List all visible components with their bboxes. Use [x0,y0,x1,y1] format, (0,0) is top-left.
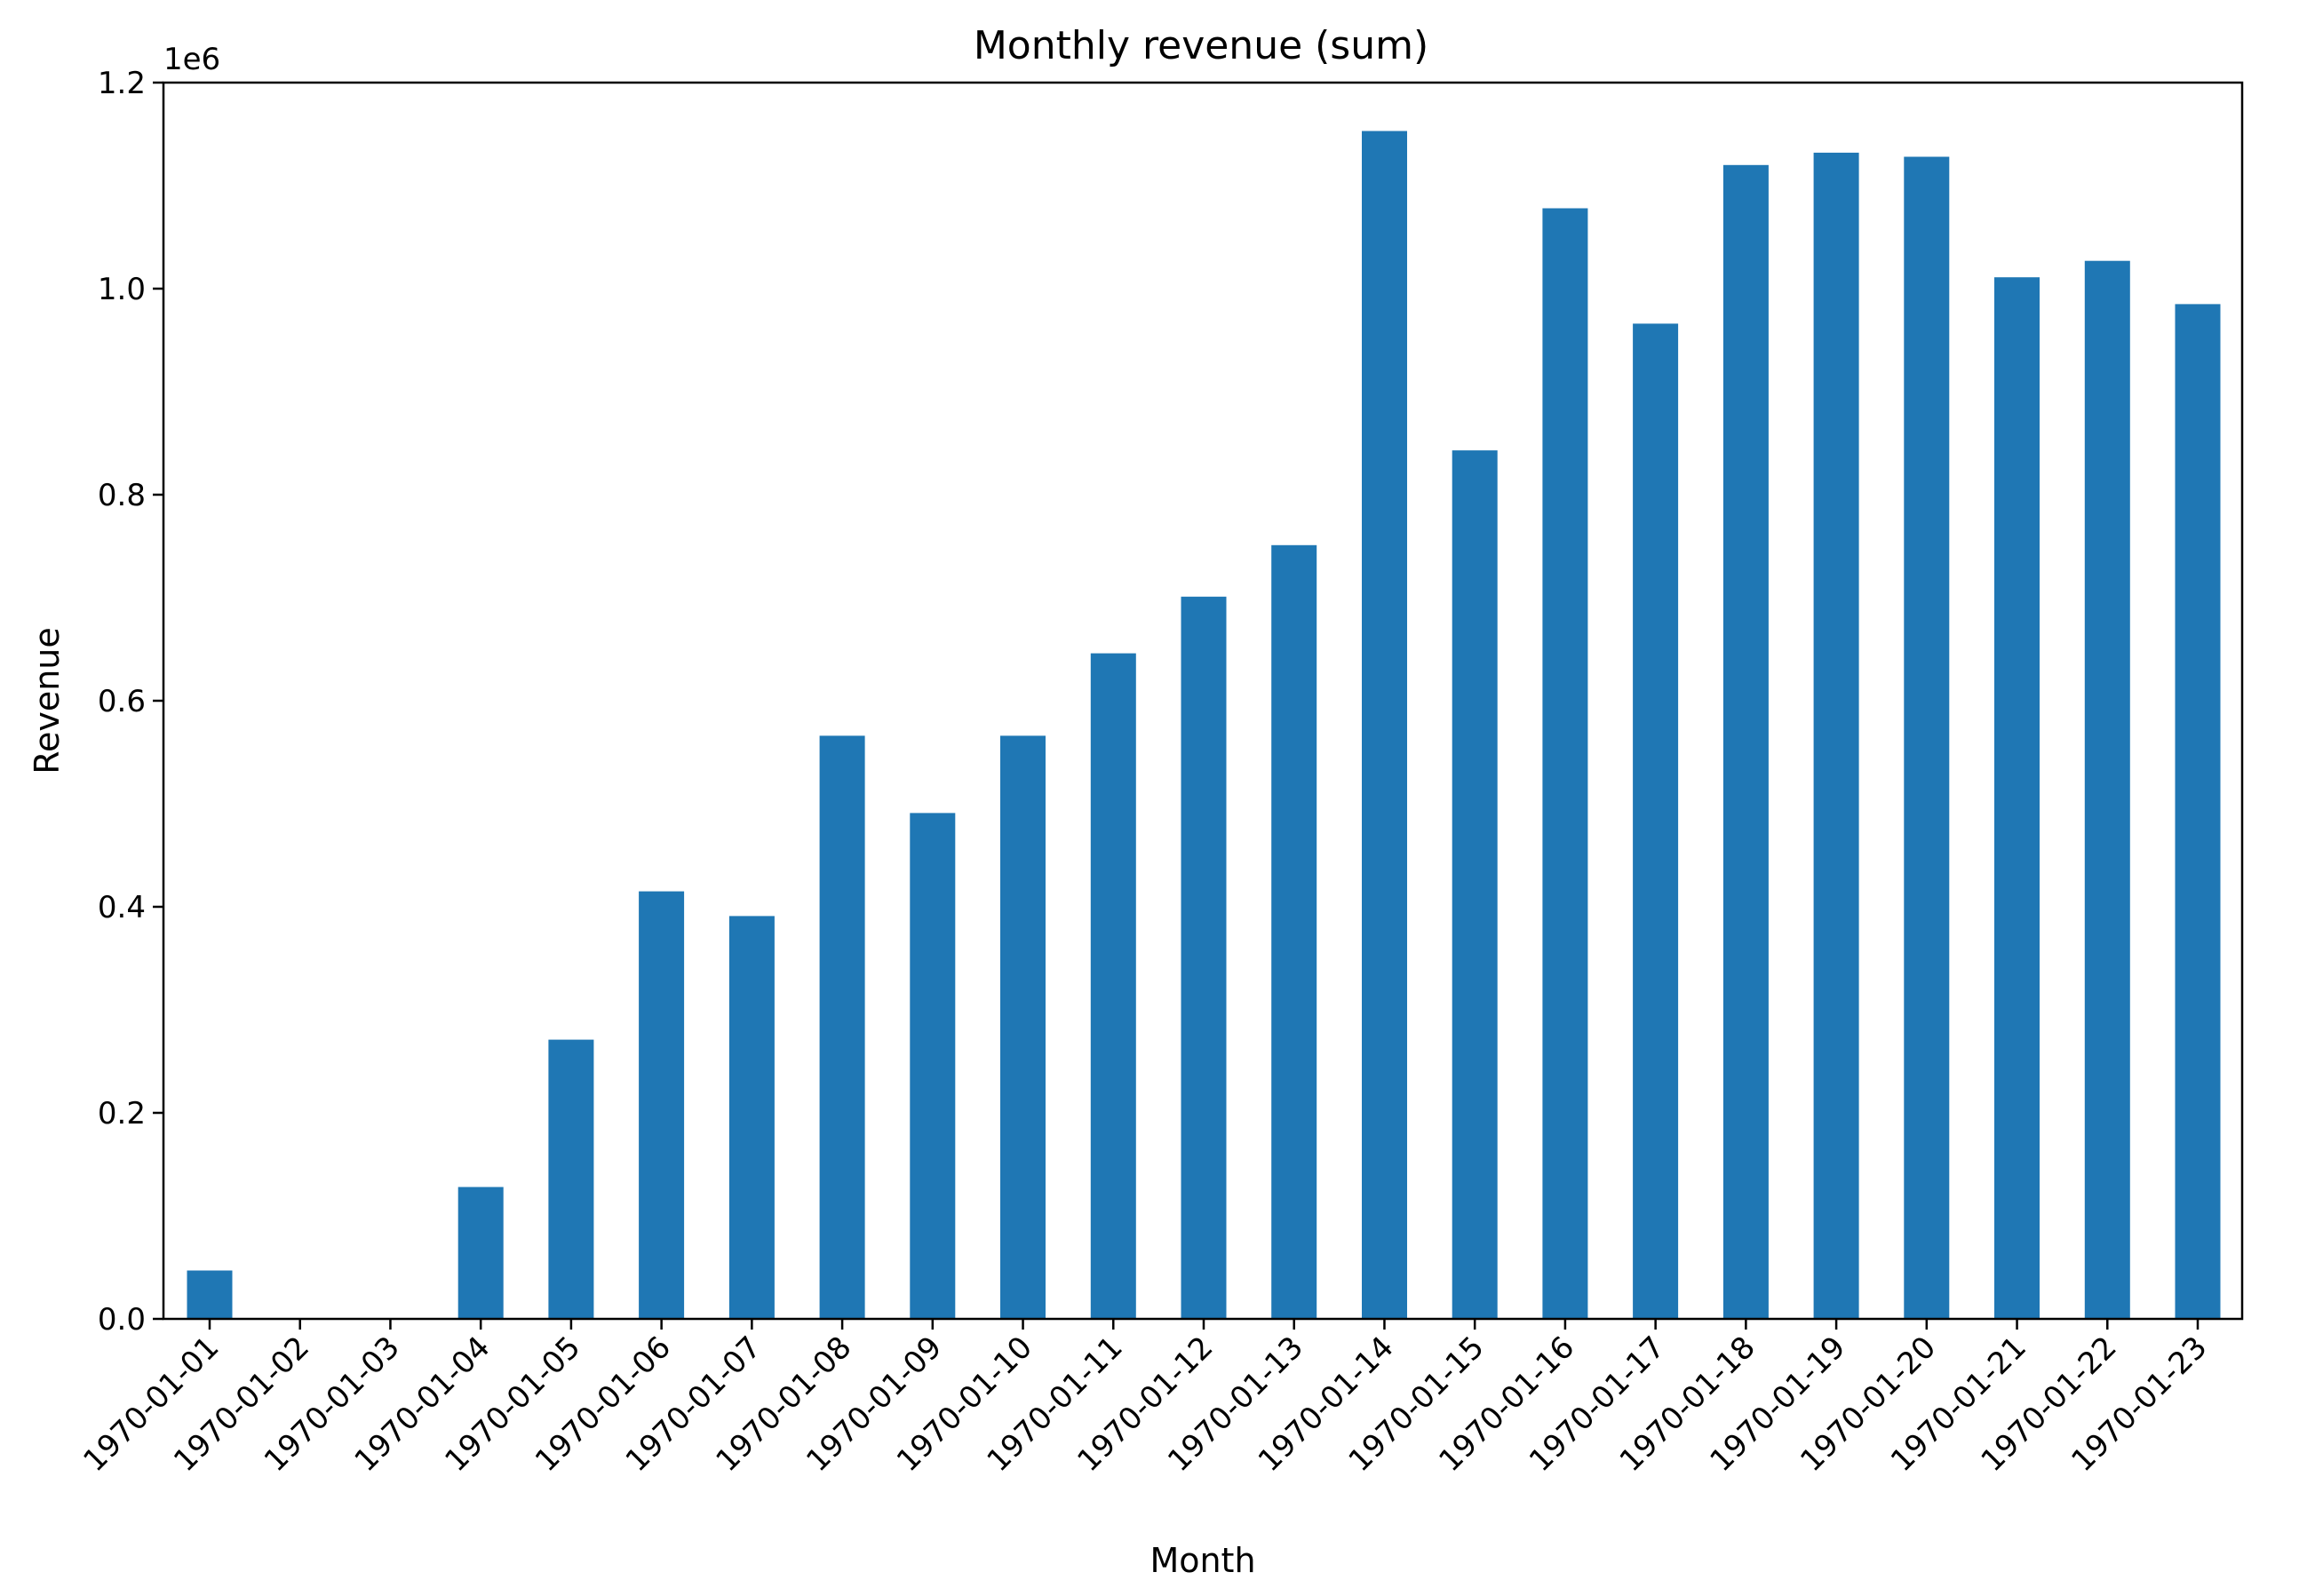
bar-1970-01-11 [1090,653,1136,1319]
bar-1970-01-18 [1722,164,1769,1319]
bar-1970-01-07 [728,916,775,1319]
bar-1970-01-21 [1994,277,2040,1320]
bars-group [187,131,2221,1320]
y-axis-label: Revenue [28,627,67,774]
bar-1970-01-22 [2084,260,2130,1320]
bar-1970-01-23 [2175,304,2221,1319]
y-tick-label: 0.0 [98,1302,146,1338]
bar-1970-01-05 [548,1039,594,1319]
plot-frame [162,81,2244,1321]
y-tick-label: 0.6 [98,684,146,719]
y-tick-label: 1.2 [98,66,146,101]
y-axis-ticks: 0.0 0.2 0.4 0.6 0.8 1.0 1.2 [98,66,163,1338]
x-axis-label: Month [1150,1541,1255,1580]
bar-1970-01-06 [639,891,685,1319]
bar-1970-01-08 [819,735,865,1319]
bar-1970-01-10 [1000,735,1046,1319]
y-tick-label: 1.0 [98,272,146,307]
chart-title: Monthly revenue (sum) [974,23,1428,68]
y-offset-text: 1e6 [163,42,220,77]
bar-1970-01-12 [1181,596,1227,1319]
bar-1970-01-09 [910,813,956,1319]
y-tick-label: 0.2 [98,1096,146,1131]
y-tick-label: 0.4 [98,890,146,925]
bar-1970-01-19 [1813,152,1859,1319]
bar-1970-01-20 [1904,156,1950,1319]
bar-1970-01-17 [1633,323,1679,1319]
bar-1970-01-16 [1542,208,1588,1319]
bar-1970-01-01 [187,1270,233,1319]
bar-1970-01-15 [1452,450,1498,1320]
bar-1970-01-14 [1362,131,1407,1319]
y-tick-label: 0.8 [98,478,146,513]
bar-1970-01-13 [1271,544,1317,1319]
bar-1970-01-04 [457,1187,504,1319]
